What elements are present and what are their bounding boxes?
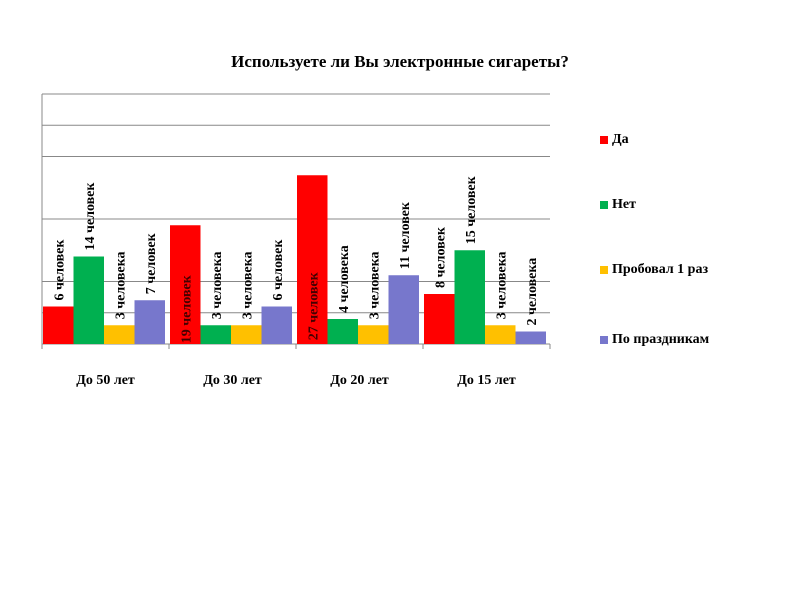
data-label: 11 человек xyxy=(398,201,413,269)
legend-item: Да xyxy=(600,132,629,148)
bar-3 xyxy=(515,331,546,344)
data-label: 6 человек xyxy=(52,239,67,301)
legend-label: По праздникам xyxy=(612,332,710,347)
bar-1 xyxy=(454,250,485,344)
data-label: 3 человека xyxy=(240,252,255,320)
legend-item: Пробовал 1 раз xyxy=(600,262,708,278)
legend-item: По праздникам xyxy=(600,332,709,348)
x-tick-label: До 50 лет xyxy=(76,373,135,388)
legend-swatch xyxy=(600,336,608,344)
chart-title: Используете ли Вы электронные сигареты? xyxy=(231,52,569,71)
bar-0 xyxy=(297,175,328,344)
bar-2 xyxy=(358,325,389,344)
x-tick-label: До 15 лет xyxy=(457,373,516,388)
bar-1 xyxy=(200,325,231,344)
bar-2 xyxy=(104,325,135,344)
data-label: 6 человек xyxy=(271,239,286,301)
bar-1 xyxy=(73,256,104,344)
data-label: 4 человека xyxy=(337,245,352,313)
bar-0 xyxy=(170,225,201,344)
data-label: 15 человек xyxy=(464,175,479,244)
data-label: 19 человек xyxy=(179,274,194,343)
data-label: 3 человека xyxy=(367,252,382,320)
data-label: 27 человек xyxy=(306,271,321,340)
data-label: 3 человека xyxy=(210,252,225,320)
bar-2 xyxy=(231,325,262,344)
bar-2 xyxy=(485,325,516,344)
legend-label: Да xyxy=(612,132,629,147)
data-label: 7 человек xyxy=(144,232,159,294)
data-label: 3 человека xyxy=(113,252,128,320)
x-tick-label: До 20 лет xyxy=(330,373,389,388)
data-label: 14 человек xyxy=(83,182,98,251)
bar-3 xyxy=(388,275,419,344)
legend-swatch xyxy=(600,266,608,274)
x-tick-label: До 30 лет xyxy=(203,373,262,388)
legend-swatch xyxy=(600,201,608,209)
legend-swatch xyxy=(600,136,608,144)
bar-3 xyxy=(134,300,165,344)
legend-label: Нет xyxy=(612,197,636,212)
bar-3 xyxy=(261,306,292,344)
legend-label: Пробовал 1 раз xyxy=(612,262,709,277)
data-label: 3 человека xyxy=(494,252,509,320)
data-label: 8 человек xyxy=(433,226,448,288)
legend-item: Нет xyxy=(600,197,636,213)
bar-0 xyxy=(424,294,455,344)
bar-0 xyxy=(43,306,74,344)
data-label: 2 человека xyxy=(525,258,540,326)
bar-1 xyxy=(327,319,358,344)
